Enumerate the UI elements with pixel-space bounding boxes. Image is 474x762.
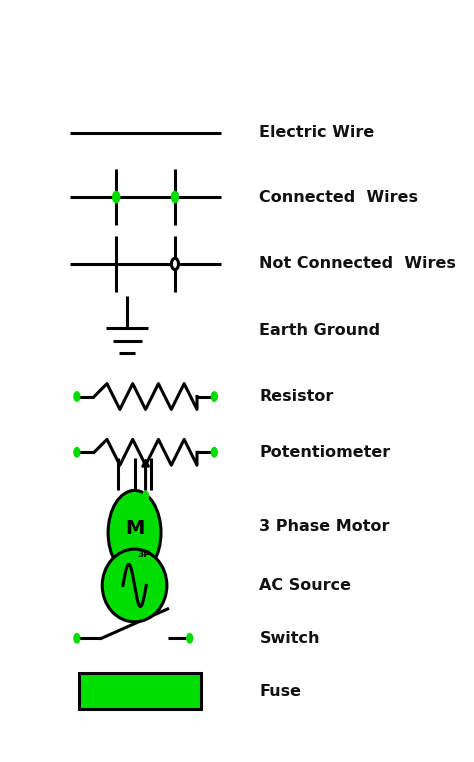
Ellipse shape	[102, 549, 167, 622]
Circle shape	[211, 447, 217, 457]
Circle shape	[113, 191, 120, 203]
Text: Resistor: Resistor	[259, 389, 334, 404]
Circle shape	[74, 447, 80, 457]
Text: Potentiometer: Potentiometer	[259, 445, 391, 459]
Text: M: M	[125, 519, 144, 538]
Text: Fuse: Fuse	[259, 684, 301, 699]
Circle shape	[74, 392, 80, 402]
Text: 3 Phase Motor: 3 Phase Motor	[259, 519, 390, 534]
Circle shape	[143, 491, 148, 501]
Text: Electric Wire: Electric Wire	[259, 125, 375, 140]
Circle shape	[187, 633, 192, 643]
FancyBboxPatch shape	[80, 674, 201, 709]
Circle shape	[172, 258, 179, 270]
Circle shape	[172, 191, 179, 203]
Circle shape	[108, 491, 161, 575]
Text: AC Source: AC Source	[259, 578, 351, 593]
Text: Connected  Wires: Connected Wires	[259, 190, 419, 204]
Text: Switch: Switch	[259, 631, 320, 645]
Text: Earth Ground: Earth Ground	[259, 323, 381, 338]
Text: Not Connected  Wires: Not Connected Wires	[259, 257, 456, 271]
Text: 3P: 3P	[137, 550, 150, 559]
Circle shape	[74, 633, 80, 643]
Circle shape	[211, 392, 217, 402]
